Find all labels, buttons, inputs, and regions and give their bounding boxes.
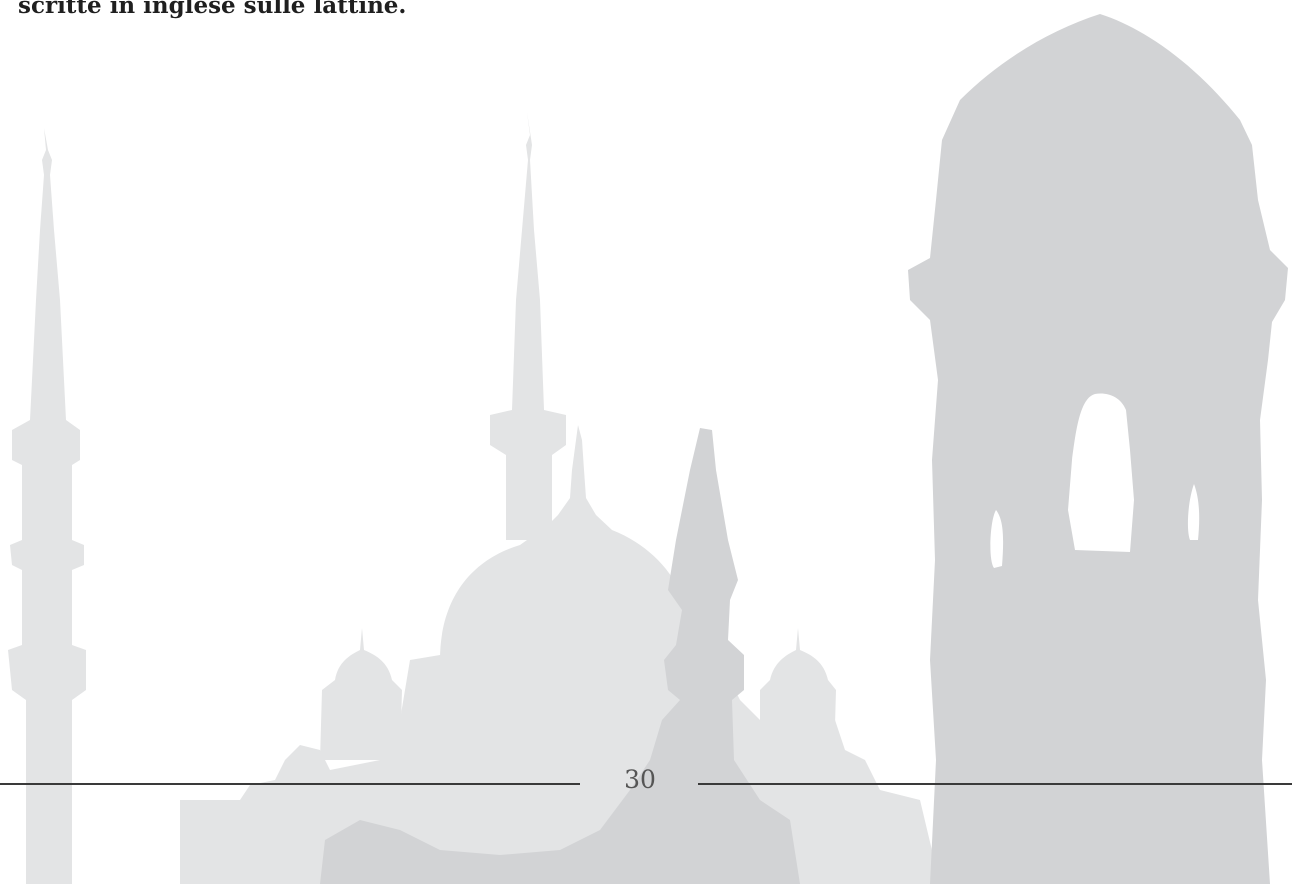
body-text: scritte in inglese sulle lattine. [18, 0, 407, 19]
main-dome [440, 425, 690, 660]
footer-rule-right [698, 783, 1292, 785]
right-tower [908, 14, 1288, 884]
footer-rule-left [0, 783, 580, 785]
skyline-light-layer [8, 112, 940, 884]
center-minaret [490, 112, 566, 540]
center-spire [320, 428, 800, 884]
page-number: 30 [624, 765, 656, 794]
left-small-dome [320, 628, 402, 760]
left-minaret [8, 128, 86, 884]
skyline-dark-layer [320, 14, 1288, 884]
